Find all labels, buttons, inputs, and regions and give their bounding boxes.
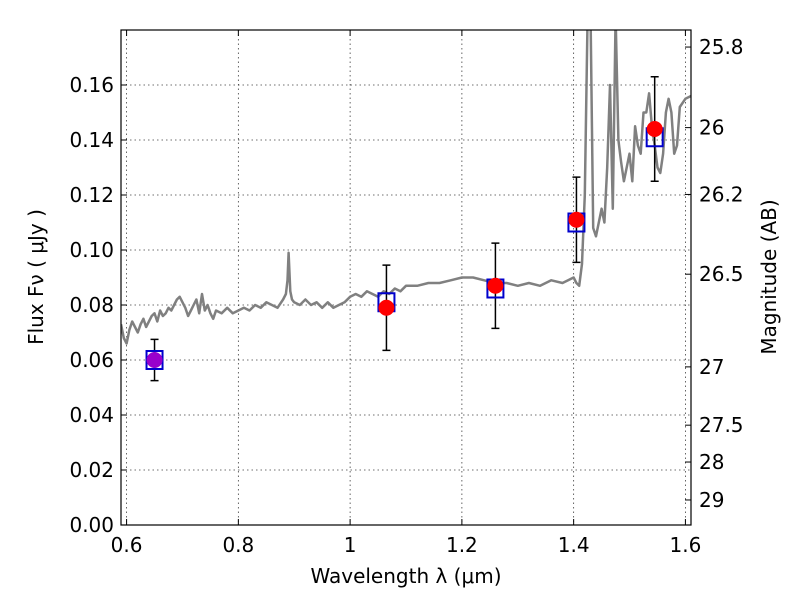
y-tick-label: 0.02	[69, 458, 114, 482]
x-tick-label: 1	[344, 533, 357, 557]
y-tick-label: 0.10	[69, 238, 114, 262]
y2-tick-label: 27	[699, 355, 724, 379]
y-tick-label: 0.14	[69, 128, 114, 152]
x-tick-label: 1.2	[446, 533, 478, 557]
y-tick-label: 0.00	[69, 513, 114, 537]
plot-content	[121, 30, 691, 382]
y-axis-label: Flux Fν ( μJy )	[24, 209, 48, 345]
y-tick-label: 0.12	[69, 183, 114, 207]
y2-tick-label: 29	[699, 488, 724, 512]
y2-tick-label: 27.5	[699, 413, 744, 437]
y-tick-label: 0.08	[69, 293, 114, 317]
observed-point-red	[568, 211, 585, 228]
axes: 0.6 0.8 1 1.2 1.4 1.6 0.00 0.02 0.04 0.06 0.08 0.10…	[69, 30, 744, 557]
observed-point-purple	[146, 352, 163, 368]
plot-frame	[120, 29, 692, 526]
x-tick-label: 0.6	[111, 533, 143, 557]
y2-tick-label: 26.5	[699, 262, 744, 286]
observed-point-red	[646, 121, 663, 137]
y-tick-label: 0.04	[69, 403, 114, 427]
x-tick-label: 1.4	[558, 533, 590, 557]
y2-tick-label: 28	[699, 450, 724, 474]
observed-point-red	[378, 299, 395, 316]
x-tick-label: 0.8	[222, 533, 254, 557]
y-tick-label: 0.16	[69, 73, 114, 97]
observed-point-red	[487, 277, 504, 294]
y2-tick-label: 25.8	[699, 35, 744, 59]
y2-axis-label: Magnitude (AB)	[757, 199, 781, 354]
y2-tick-label: 26.2	[699, 182, 744, 206]
y2-tick-label: 26	[699, 116, 724, 140]
x-tick-label: 1.6	[670, 533, 702, 557]
plot-area	[121, 30, 691, 525]
y-tick-label: 0.06	[69, 348, 114, 372]
x-axis-label: Wavelength λ (μm)	[310, 564, 501, 588]
spectrum-line	[121, 30, 691, 345]
